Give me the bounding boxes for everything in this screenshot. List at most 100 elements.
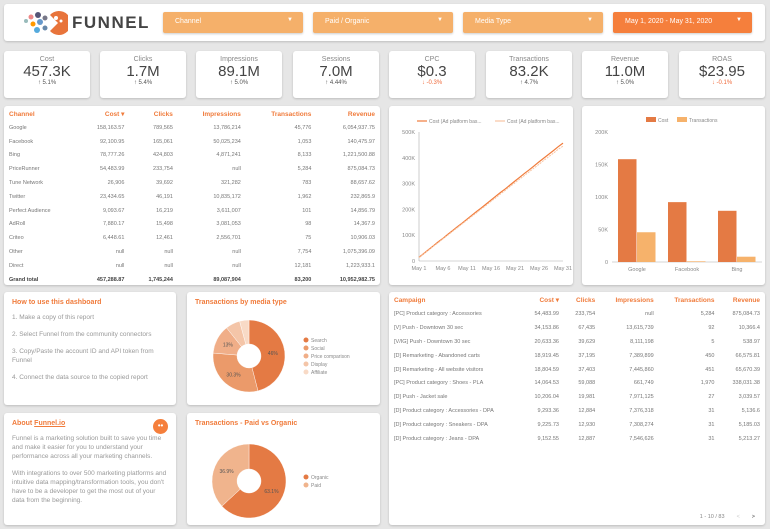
table-header: Campaign Cost ▾ Clicks Impressions Transacti… [389, 292, 765, 307]
media-type-filter[interactable]: Media Type ▼ [463, 12, 603, 33]
table-row[interactable]: Bing 78,777.26 424,803 4,871,241 8,133 1,221,… [4, 149, 380, 163]
table-row[interactable]: Tune Network 26,906 39,692 321,282 783 88,657… [4, 176, 380, 190]
about-text: Funnel is a marketing solution built to … [4, 434, 176, 505]
table-cell: 875,084.73 [347, 166, 375, 173]
column-header[interactable]: Cost ▾ [104, 111, 125, 118]
table-row[interactable]: Google 158,163.57 789,565 13,786,214 45,776 6… [4, 121, 380, 135]
caret-down-icon: ▼ [587, 17, 593, 23]
table-cell: [PC] Product category : Shoes - PLA [394, 380, 484, 387]
table-cell: [D] Remarketing - All website visitors [394, 366, 484, 373]
table-row[interactable]: Other null null null 7,754 1,075,396.09 [4, 245, 380, 259]
bar-transactions-bing [737, 256, 756, 262]
kpi-label: Revenue [610, 56, 640, 63]
table-cell: 7,880.17 [102, 221, 125, 228]
pie-slice-social [212, 352, 259, 393]
column-header[interactable]: Clicks [576, 296, 596, 304]
table-cell: 12,181 [294, 262, 312, 269]
next-page-button[interactable]: > [751, 514, 755, 520]
table-cell: 3,039.57 [738, 394, 760, 401]
prev-page-button[interactable]: < [736, 514, 740, 520]
column-header[interactable]: Impressions [202, 110, 241, 118]
table-cell: 450 [705, 352, 715, 359]
y-tick-label: 200K [595, 130, 608, 136]
table-cell: 1,053 [297, 138, 312, 145]
table-row[interactable]: PriceRunner 54,483.99 233,754 null 5,284 875,… [4, 162, 380, 176]
y-tick-label: 400K [402, 156, 415, 162]
table-cell: 5 [711, 338, 715, 345]
date-range-picker[interactable]: May 1, 2020 - May 31, 2020 ▼ [613, 12, 752, 33]
table-cell: Twitter [9, 193, 26, 200]
legend-label: Social [311, 346, 325, 352]
logo-text: FUNNEL [72, 13, 150, 32]
table-row[interactable]: [D] Product category : Accessories - DPA… [389, 404, 765, 418]
pie-title: Transactions by media type [195, 299, 287, 306]
legend-label: Transactions [689, 118, 718, 124]
table-cell: 12,887 [578, 435, 596, 442]
paid-organic-filter[interactable]: Paid / Organic ▼ [313, 12, 453, 33]
column-header[interactable]: Clicks [153, 110, 173, 118]
table-row[interactable]: [V/IG] Push - Downtown 30 sec 20,633.36 39… [389, 335, 765, 349]
x-tick-label: May 16 [482, 266, 500, 272]
table-row[interactable]: [D] Product category : Sneakers - DPA 9,2… [389, 418, 765, 432]
table-cell: 1,970 [700, 380, 715, 387]
table-row[interactable]: [PC] Product category : Shoes - PLA 14,06… [389, 376, 765, 390]
table-cell: 78,777.26 [99, 152, 125, 159]
column-header[interactable]: Impressions [615, 296, 654, 304]
x-tick-label: May 21 [506, 266, 524, 272]
column-header[interactable]: Revenue [347, 110, 375, 118]
table-cell: 13,786,214 [213, 124, 241, 131]
table-cell: 9,293.36 [537, 408, 559, 415]
table-row[interactable]: Facebook 92,100.95 165,061 50,025,234 1,053 1… [4, 135, 380, 149]
column-header[interactable]: Cost ▾ [539, 297, 559, 304]
table-cell: 92,100.95 [99, 138, 125, 145]
table-row[interactable]: [D] Remarketing - Abandoned carts 18,919.… [389, 349, 765, 363]
legend-label: Price comparison [311, 354, 350, 360]
column-header[interactable]: Channel [9, 110, 35, 118]
kpi-label: Sessions [321, 56, 351, 63]
funnel-logo: FUNNEL [20, 8, 150, 38]
table-cell: 6,054,937.75 [342, 124, 375, 131]
table-row[interactable]: Twitter 23,434.65 46,191 10,835,172 1,962 232… [4, 190, 380, 204]
table-row[interactable]: Perfect Audience 9,093.67 16,219 3,611,007 1… [4, 204, 380, 218]
table-row[interactable]: [D] Remarketing - All website visitors 18… [389, 363, 765, 377]
table-cell: 31 [708, 408, 715, 415]
table-row[interactable]: Direct null null null 12,181 1,223,933.1 [4, 259, 380, 273]
kpi-delta-value: -0.3% [426, 80, 443, 86]
caret-down-icon: ▼ [437, 17, 443, 23]
table-cell: null [232, 249, 241, 256]
table-cell: 158,163.57 [96, 124, 125, 131]
table-row[interactable]: AdRoll 7,880.17 15,498 3,081,053 98 14,367.9 [4, 218, 380, 232]
total-cell: 457,288.87 [96, 276, 125, 283]
about-card: About Funnel.io •• Funnel is a marketing… [4, 413, 176, 525]
column-header[interactable]: Transactions [674, 296, 715, 304]
table-cell: 6,448.61 [102, 235, 125, 242]
table-row[interactable]: [D] Push - Jacket sale 10,206.04 19,981 7,9… [389, 390, 765, 404]
table-cell: 92 [708, 324, 715, 331]
y-tick-label: 0 [605, 260, 608, 266]
cost-line-chart: 0 100K 200K 300K 400K 500K May 1 May 6 May 11 May… [389, 106, 573, 285]
table-cell: 16,219 [156, 207, 173, 214]
column-header[interactable]: Campaign [394, 296, 426, 304]
campaign-table: Campaign Cost ▾ Clicks Impressions Transacti… [389, 292, 765, 525]
table-row[interactable]: Criteo 6,448.61 12,461 2,556,701 75 10,906.03 [4, 231, 380, 245]
channel-filter[interactable]: Channel ▼ [163, 12, 303, 33]
table-row[interactable]: [V] Push - Downtown 30 sec 34,153.86 67,43… [389, 321, 765, 335]
table-cell: 424,803 [153, 152, 173, 159]
arrow-up-icon: ↑ [615, 80, 619, 86]
bar-cost-facebook [668, 202, 687, 262]
kpi-card-sessions: Sessions 7.0M ↑ 4.44% [293, 51, 379, 98]
arrow-down-icon: ↓ [711, 80, 715, 86]
table-cell: 12,461 [156, 235, 173, 242]
arrow-up-icon: ↑ [133, 80, 137, 86]
column-header[interactable]: Transactions [271, 110, 312, 118]
table-cell: 5,213.27 [738, 435, 760, 442]
table-cell: [D] Product category : Sneakers - DPA [394, 422, 488, 429]
column-header[interactable]: Revenue [732, 296, 760, 304]
paid-organic-pie-card: Transactions - Paid vs Organic 63.1% Orga… [187, 413, 380, 525]
funnel-link[interactable]: Funnel.io [34, 420, 66, 427]
caret-down-icon: ▼ [736, 17, 742, 23]
table-row[interactable]: [PC] Product category : Accessories 54,48… [389, 307, 765, 321]
table-cell: null [164, 262, 173, 269]
table-row[interactable]: [D] Product category : Jeans - DPA 9,152.… [389, 432, 765, 446]
table-cell: 39,629 [578, 338, 596, 345]
